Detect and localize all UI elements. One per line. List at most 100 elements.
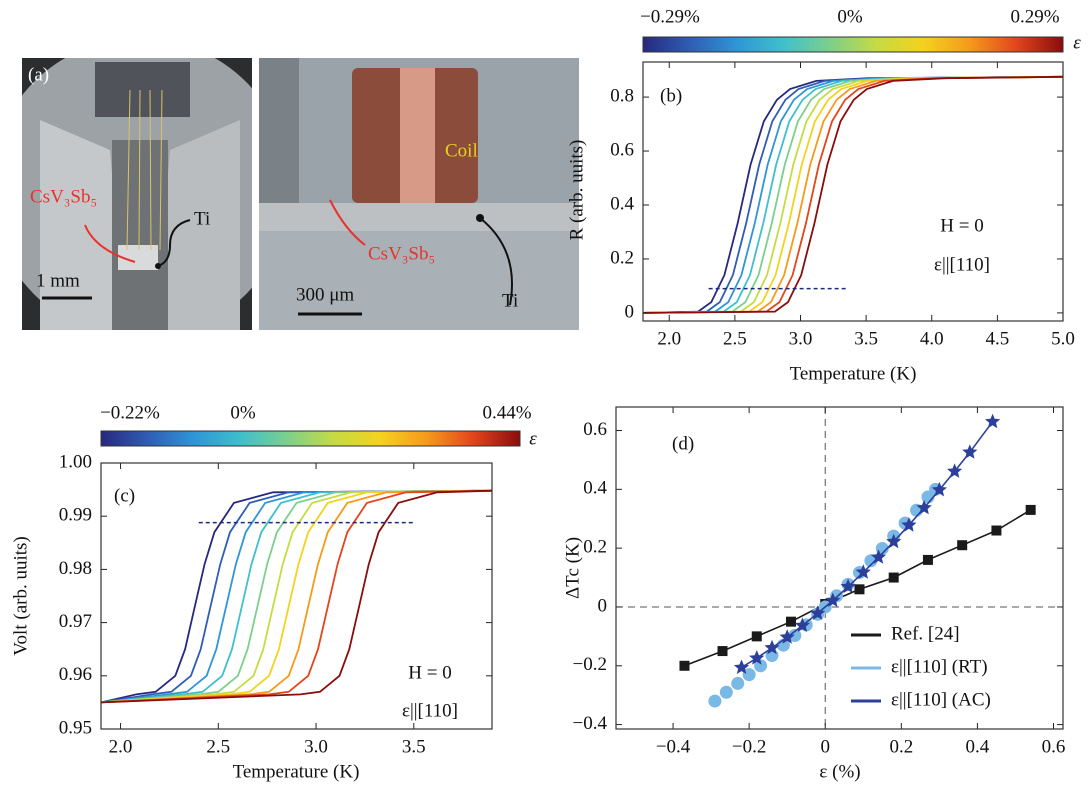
- marker: [985, 413, 1001, 429]
- curve: [643, 75, 1063, 314]
- curve: [101, 489, 492, 704]
- legend-label: Ref. [24]: [891, 623, 960, 644]
- x-tick-label: 3.0: [789, 328, 813, 349]
- marker: [901, 517, 917, 532]
- y-tick-label: 0: [625, 301, 635, 322]
- marker: [957, 540, 968, 551]
- annotation: H = 0: [408, 662, 451, 683]
- sample-label: CsV₃Sb₅: [30, 186, 97, 207]
- y-tick-label: 0.97: [59, 611, 92, 632]
- curve: [643, 75, 1063, 314]
- curve: [101, 489, 492, 704]
- x-tick-label: 5.0: [1051, 328, 1075, 349]
- marker: [886, 533, 902, 549]
- colorbar-label: 0%: [837, 6, 863, 27]
- plot-area: [643, 75, 1063, 314]
- x-tick-label: 4.0: [920, 328, 944, 349]
- y-tick-label: 0.99: [59, 505, 92, 526]
- y-tick-label: 1.00: [59, 451, 92, 472]
- marker: [922, 554, 933, 565]
- marker: [962, 444, 978, 459]
- y-axis-label: R (arb. uuits): [566, 140, 587, 241]
- annotation: H = 0: [940, 215, 983, 236]
- curve: [643, 75, 1063, 314]
- colorbar-label: −0.29%: [640, 6, 700, 27]
- annotation: ε||[110]: [934, 254, 990, 275]
- y-tick-label: −0.4: [573, 713, 608, 734]
- legend-label: ε||[110] (AC): [891, 689, 991, 710]
- curve: [101, 489, 492, 704]
- legend-label: ε||[110] (RT): [891, 656, 988, 677]
- plot-area: [616, 407, 1063, 729]
- colorbar-symbol: ε: [529, 428, 537, 449]
- ti-label: Ti: [194, 208, 210, 229]
- y-tick-label: 0.6: [583, 419, 607, 440]
- marker: [840, 578, 856, 594]
- marker: [749, 650, 765, 665]
- marker: [916, 499, 932, 515]
- curve: [101, 489, 492, 704]
- marker: [991, 525, 1002, 536]
- axes-frame: [615, 406, 1064, 730]
- x-axis-label: Temperature (K): [790, 363, 917, 384]
- x-tick-label: 0.4: [966, 736, 990, 757]
- x-tick-label: 2.0: [657, 328, 681, 349]
- panel-label: (d): [672, 433, 694, 454]
- colorbar-label: −0.22%: [100, 402, 160, 423]
- marker: [810, 605, 826, 620]
- y-tick-label: 0.4: [583, 478, 607, 499]
- curve: [101, 489, 492, 704]
- scale-label: 300 μm: [296, 284, 354, 305]
- curve: [643, 75, 1063, 314]
- marker: [794, 617, 810, 632]
- marker: [947, 463, 963, 478]
- marker: [888, 572, 899, 583]
- y-tick-label: 0.96: [59, 664, 92, 685]
- panel-label: (c): [114, 485, 135, 506]
- marker: [785, 616, 796, 627]
- x-axis-label: Temperature (K): [233, 761, 360, 782]
- y-tick-label: 0.95: [59, 717, 92, 738]
- y-tick-label: 0.98: [59, 558, 92, 579]
- y-tick-label: 0.4: [610, 193, 634, 214]
- axes-frame: [100, 462, 493, 730]
- curve: [643, 75, 1063, 314]
- x-tick-label: 4.5: [986, 328, 1010, 349]
- x-tick-label: 3.0: [304, 736, 328, 757]
- marker: [751, 631, 762, 642]
- y-tick-label: 0.2: [583, 537, 607, 558]
- y-tick-label: 0.8: [610, 85, 634, 106]
- colorbar: [100, 430, 521, 447]
- marker: [931, 481, 947, 497]
- x-tick-label: 0.2: [889, 736, 913, 757]
- colorbar-label: 0%: [230, 402, 256, 423]
- colorbar: [642, 36, 1064, 53]
- x-tick-label: −0.4: [656, 736, 691, 757]
- y-tick-label: −0.2: [573, 654, 607, 675]
- photo-left: [22, 58, 252, 330]
- marker: [679, 660, 690, 671]
- x-tick-label: 0.6: [1042, 736, 1066, 757]
- curve: [101, 489, 492, 704]
- marker: [733, 659, 750, 674]
- y-axis-label: Volt (arb. uuits): [10, 536, 31, 655]
- y-tick-label: 0.2: [610, 247, 634, 268]
- curve: [643, 75, 1063, 314]
- x-axis-label: ε (%): [819, 761, 860, 782]
- annotation: ε||[110]: [402, 700, 458, 721]
- x-tick-label: −0.2: [732, 736, 766, 757]
- panel-label: (b): [660, 85, 682, 106]
- coil-label: Coil: [445, 140, 478, 161]
- x-tick-label: 2.0: [109, 736, 133, 757]
- colorbar-symbol: ε: [1073, 32, 1081, 53]
- plot-area: [101, 489, 492, 704]
- curve: [643, 75, 1063, 314]
- curve: [101, 489, 492, 704]
- y-axis-label: ΔTc (K): [562, 537, 583, 599]
- curve: [101, 489, 492, 704]
- marker: [754, 659, 768, 673]
- photo-right: [259, 58, 579, 330]
- marker: [719, 685, 733, 699]
- marker: [731, 676, 745, 690]
